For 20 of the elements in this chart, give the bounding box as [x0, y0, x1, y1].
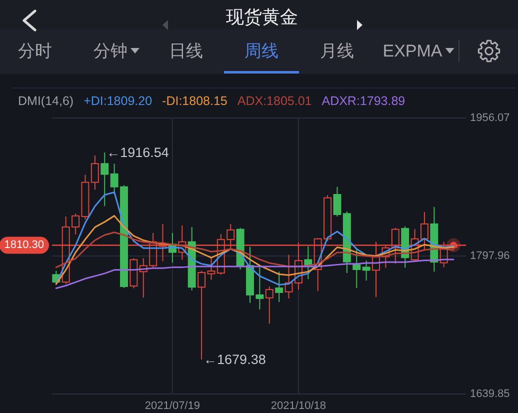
legend-item: ADX:1805.01 [237, 94, 312, 108]
tab-label: 月线 [320, 42, 354, 60]
tab-label: 周线 [244, 42, 278, 60]
legend-item: +DI:1809.20 [84, 94, 152, 108]
tab-label: 分钟 [94, 42, 128, 60]
y-tick-label: 1639.85 [470, 388, 510, 400]
tab-label: 日线 [169, 42, 203, 60]
y-tick-label: 1797.96 [470, 250, 510, 262]
annotation: ←1916.54 [106, 145, 169, 160]
x-tick-label: 2021/07/19 [144, 400, 200, 412]
legend-item: -DI:1808.15 [162, 94, 228, 108]
tab-label: EXPMA [382, 42, 442, 60]
legend-item: ADXR:1793.89 [322, 94, 406, 108]
ref-line-label: 1810.30 [4, 239, 44, 252]
y-tick-label: 1956.07 [470, 112, 510, 124]
legend-title: DMI(14,6) [18, 94, 74, 108]
tab-label: 分时 [18, 42, 52, 60]
annotation: ←1679.38 [204, 352, 266, 367]
x-tick-label: 2021/10/18 [270, 400, 326, 412]
title: 现货黄金 [226, 7, 298, 27]
